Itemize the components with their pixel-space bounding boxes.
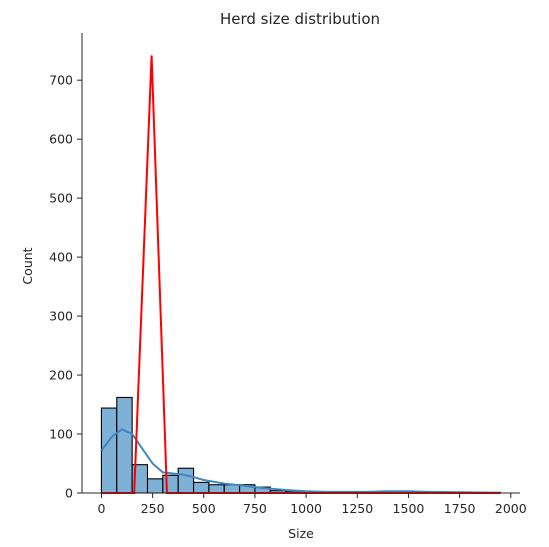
x-tick-label-1000: 1000 — [290, 501, 322, 516]
x-tick-label-1250: 1250 — [341, 501, 373, 516]
chart-axes: 0 250 500 750 1000 1250 1500 1750 2000 0 100 200 300… — [49, 33, 527, 516]
y-tick-label-500: 500 — [49, 191, 73, 206]
y-tick-label-0: 0 — [65, 486, 73, 501]
histogram-bar-5 — [177, 467, 195, 494]
x-tick-label-0: 0 — [97, 501, 105, 516]
histogram-bar-4 — [162, 474, 179, 494]
x-tick-label-250: 250 — [141, 501, 165, 516]
histogram-bar-3 — [146, 478, 164, 494]
histogram-bar-0 — [100, 407, 118, 494]
chart-title: Herd size distribution — [220, 10, 380, 28]
x-tick-label-750: 750 — [243, 501, 267, 516]
y-axis-label: Count — [20, 247, 35, 284]
x-tick-label-1750: 1750 — [444, 501, 476, 516]
y-tick-label-100: 100 — [49, 427, 73, 442]
histogram-bar-6 — [192, 481, 210, 494]
y-tick-label-200: 200 — [49, 368, 73, 383]
histogram-bar-7 — [208, 484, 225, 494]
x-tick-label-2000: 2000 — [495, 501, 527, 516]
histogram-bar-1 — [116, 396, 133, 494]
chart-lines — [100, 55, 501, 494]
y-tick-label-400: 400 — [49, 250, 73, 265]
x-tick-label-1500: 1500 — [393, 501, 425, 516]
x-tick-label-500: 500 — [192, 501, 216, 516]
red-line — [101, 55, 501, 494]
y-tick-label-300: 300 — [49, 309, 73, 324]
histogram-bars — [100, 396, 502, 494]
kde-line — [100, 428, 501, 494]
y-tick-label-700: 700 — [49, 73, 73, 88]
y-tick-label-600: 600 — [49, 132, 73, 147]
x-axis-label: Size — [288, 526, 314, 541]
